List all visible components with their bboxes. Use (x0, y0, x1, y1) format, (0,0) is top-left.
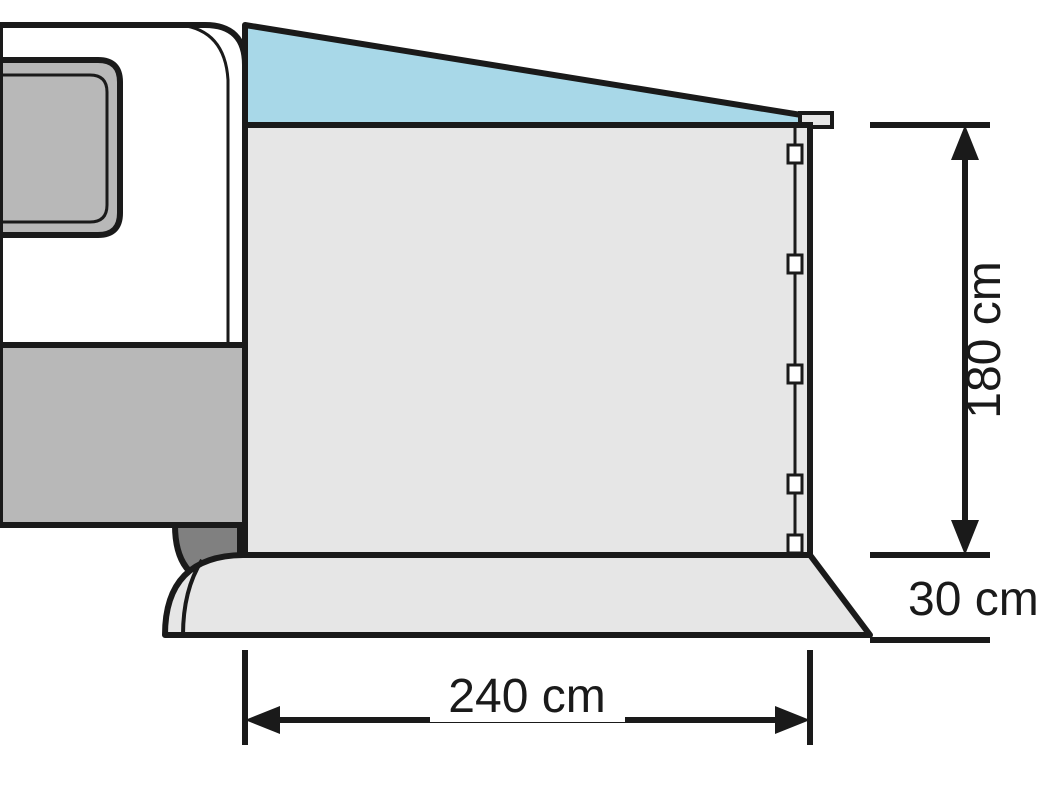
awning-canopy (245, 25, 820, 125)
awning-dimension-diagram: 240 cm 240 cm 180 cm 30 cm (0, 0, 1064, 789)
dimension-skirt-label: 30 cm (908, 573, 1039, 626)
awning-side-panel (245, 125, 810, 555)
caravan-window (0, 60, 120, 235)
caravan-lower-body (0, 345, 245, 525)
dimension-height-label: 180 cm (958, 261, 1011, 418)
awning-skirt (165, 555, 870, 635)
dimension-width-label: 240 cm (448, 670, 605, 723)
